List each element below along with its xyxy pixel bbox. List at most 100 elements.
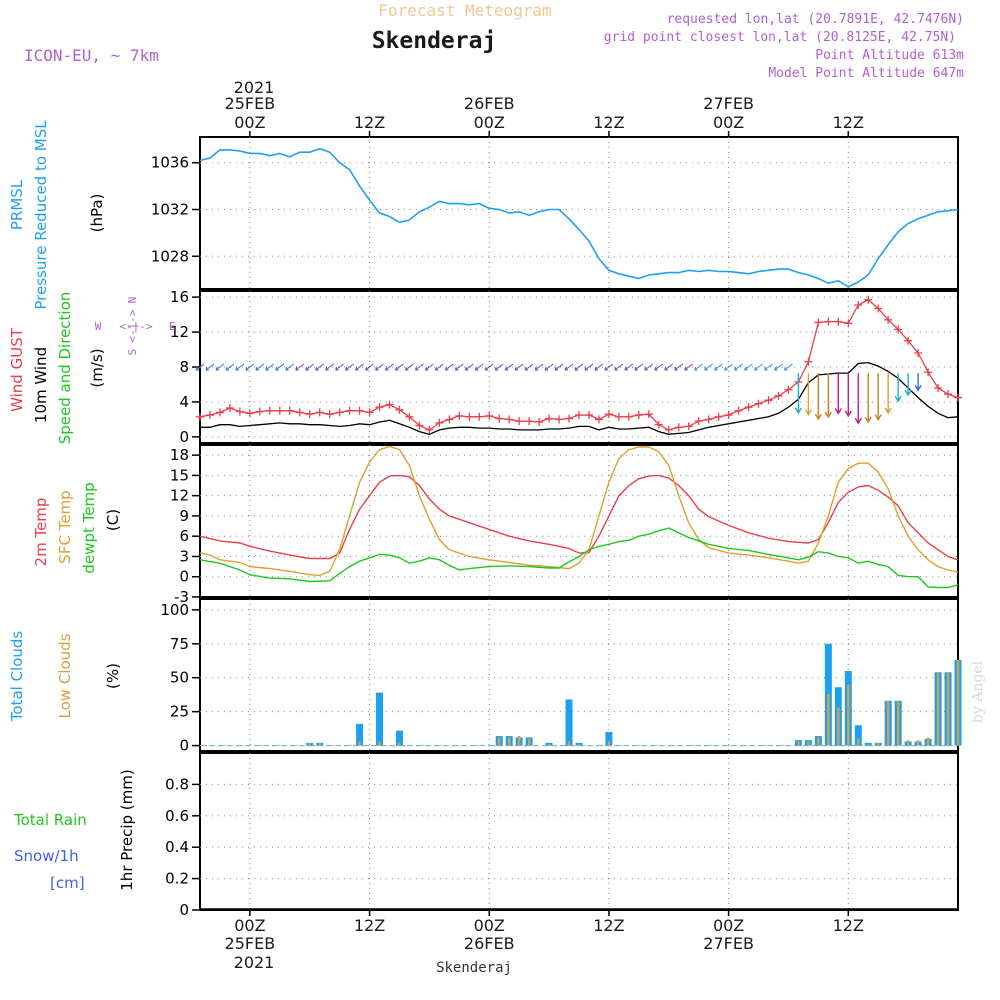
wind-direction-arrow — [764, 363, 773, 371]
wind-ytick-label: 16 — [170, 288, 189, 306]
bottom-axis-date: 27FEB — [703, 934, 754, 953]
wind-direction-arrow — [444, 363, 454, 371]
wind-gust-point — [515, 417, 524, 426]
wind-gust-point — [385, 400, 394, 409]
wind-direction-arrow — [345, 363, 354, 371]
pressure-ytick-label: 1028 — [151, 247, 189, 265]
compass-west: W — [95, 320, 102, 333]
wind-gust-point — [904, 336, 913, 345]
total-clouds-bar — [376, 692, 384, 746]
wind-direction-arrow — [195, 363, 205, 371]
pressure-ytick-label: 1032 — [151, 200, 189, 218]
wind-gust-point — [934, 383, 943, 392]
wind-direction-arrow — [225, 363, 235, 371]
pressure-label-long: Pressure Reduced to MSL — [32, 120, 50, 310]
wind-direction-arrow — [205, 363, 215, 371]
wind-gust-point — [205, 411, 214, 420]
wind-dir-label: Speed and Direction — [56, 292, 74, 445]
wind-direction-arrow — [624, 363, 634, 371]
wind-direction-arrow — [424, 363, 434, 371]
low-clouds-bar — [817, 737, 820, 746]
low-clouds-bar — [517, 736, 521, 746]
wind-gust-point — [435, 418, 444, 427]
clouds-ytick-label: 0 — [179, 737, 189, 755]
low-clouds-bar — [926, 737, 930, 746]
wind-gust-point — [575, 411, 583, 420]
wind-10m-label: 10m Wind — [32, 347, 50, 423]
low-clouds-bar — [308, 742, 311, 746]
wind-gust-point — [375, 403, 384, 412]
low-clouds-bar — [857, 738, 860, 746]
wind-gust-point — [345, 406, 354, 415]
wind-gust-point — [784, 385, 793, 394]
wind-gust-point — [245, 409, 254, 418]
pressure-panel-frame — [199, 136, 959, 290]
temp-ytick-label: 3 — [179, 547, 189, 565]
wind-direction-arrow — [305, 363, 315, 371]
wind-direction-arrow — [275, 363, 285, 371]
clouds-ytick-label: 100 — [160, 601, 189, 619]
wind-gust-point — [265, 406, 274, 415]
top-axis-year: 2021 — [234, 78, 275, 97]
wind-direction-arrow — [544, 363, 554, 371]
wind-gust-point — [854, 300, 863, 309]
pressure-label-short: PRMSL — [8, 179, 26, 230]
wind-direction-arrow — [355, 363, 364, 371]
compass-rose: N <-|-> S W <-|-> E — [95, 297, 176, 356]
wind-gust-point — [196, 412, 204, 421]
wind-gust-point — [555, 415, 564, 424]
low-clouds-bar — [567, 741, 571, 746]
wind-gust-point — [584, 411, 593, 420]
wind-gust-point — [944, 390, 953, 399]
wind-gust-point — [475, 412, 484, 421]
wind-gust-point — [714, 412, 723, 421]
wind-ytick-label: 4 — [179, 393, 189, 411]
low-clouds-bar — [956, 660, 960, 746]
wind-gust-point — [495, 414, 504, 423]
wind-direction-arrow — [824, 373, 832, 419]
wind-direction-arrow — [325, 363, 334, 371]
grid-layer: 1028103210360481216-30369121518025507510… — [151, 137, 958, 919]
low-clouds-bar — [607, 741, 611, 746]
location-title: Skenderaj — [372, 28, 497, 54]
wind-direction-arrow — [904, 373, 912, 397]
compass-rose-we: <-|-> — [119, 320, 152, 333]
precip-ytick-label: 0.4 — [165, 838, 189, 856]
wind-direction-arrow — [265, 363, 275, 371]
temp-ytick-label: 9 — [179, 507, 189, 525]
wind-gust-point — [275, 406, 284, 415]
total-clouds-label: Total Clouds — [8, 631, 26, 723]
wind-direction-arrow — [594, 363, 604, 371]
wind-direction-arrow — [514, 363, 524, 371]
top-axis-time: 12Z — [354, 113, 385, 132]
wind-direction-arrow — [414, 363, 424, 371]
wind-direction-arrow — [524, 363, 534, 371]
wind-gust-point — [614, 412, 623, 421]
wind-direction-arrow — [604, 363, 614, 371]
precip-ytick-label: 0.6 — [165, 807, 189, 825]
wind-direction-arrow — [634, 363, 644, 371]
wind-gust-point — [285, 406, 294, 415]
precip-ytick-label: 0.8 — [165, 775, 189, 793]
wind-gust-point — [764, 396, 773, 405]
wind-direction-arrow — [504, 363, 514, 371]
bottom-axis-time: 00Z — [474, 916, 505, 935]
wind-gust-point — [215, 408, 224, 417]
temp-ytick-label: 6 — [179, 527, 189, 545]
wind-gust-point — [704, 415, 713, 424]
point-altitude: Point Altitude 613m — [815, 48, 964, 63]
precip-ylabel: 1hr Precip (mm) — [118, 769, 136, 890]
low-clouds-bar — [318, 742, 321, 746]
wind-10m-line — [200, 361, 959, 435]
wind-gust-point — [644, 410, 653, 419]
wind-gust-point — [894, 325, 903, 334]
compass-south: S — [126, 349, 139, 356]
wind-gust-point — [425, 425, 434, 434]
low-clouds-bar — [378, 741, 381, 746]
pressure-line — [199, 147, 959, 288]
wind-direction-arrow — [864, 373, 872, 424]
wind-gust-point — [724, 411, 733, 420]
wind-direction-arrow — [854, 373, 862, 425]
wind-direction-arrow — [734, 363, 743, 371]
